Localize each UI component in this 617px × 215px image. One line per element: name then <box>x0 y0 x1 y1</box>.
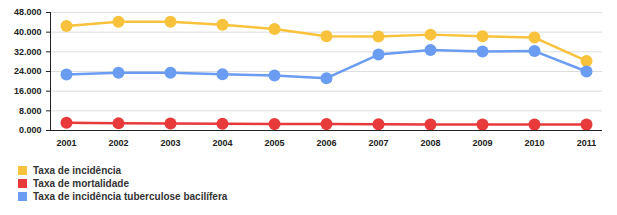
svg-text:40.000: 40.000 <box>14 27 42 37</box>
svg-text:2005: 2005 <box>264 138 284 148</box>
svg-text:2011: 2011 <box>577 138 597 148</box>
svg-text:2003: 2003 <box>160 138 180 148</box>
svg-text:8.000: 8.000 <box>19 106 42 116</box>
svg-text:2004: 2004 <box>212 138 232 148</box>
html-text:Taxa de mortalidade: Taxa de mortalidade <box>33 178 129 189</box>
svg-text:0.000: 0.000 <box>19 125 42 135</box>
svg-text:24.000: 24.000 <box>14 66 42 76</box>
svg-text:2008: 2008 <box>420 138 440 148</box>
html-text:Taxa de incidência tuberculose: Taxa de incidência tuberculose bacilífer… <box>33 191 228 202</box>
svg-text:2010: 2010 <box>524 138 544 148</box>
html-text:Taxa de incidência: Taxa de incidência <box>33 165 122 176</box>
svg-text:2007: 2007 <box>368 138 388 148</box>
svg-text:32.000: 32.000 <box>14 47 42 57</box>
svg-text:48.000: 48.000 <box>14 7 42 17</box>
svg-text:2006: 2006 <box>316 138 336 148</box>
svg-text:2002: 2002 <box>108 138 128 148</box>
svg-text:16.000: 16.000 <box>14 86 42 96</box>
svg-text:2009: 2009 <box>472 138 492 148</box>
svg-text:2001: 2001 <box>56 138 76 148</box>
